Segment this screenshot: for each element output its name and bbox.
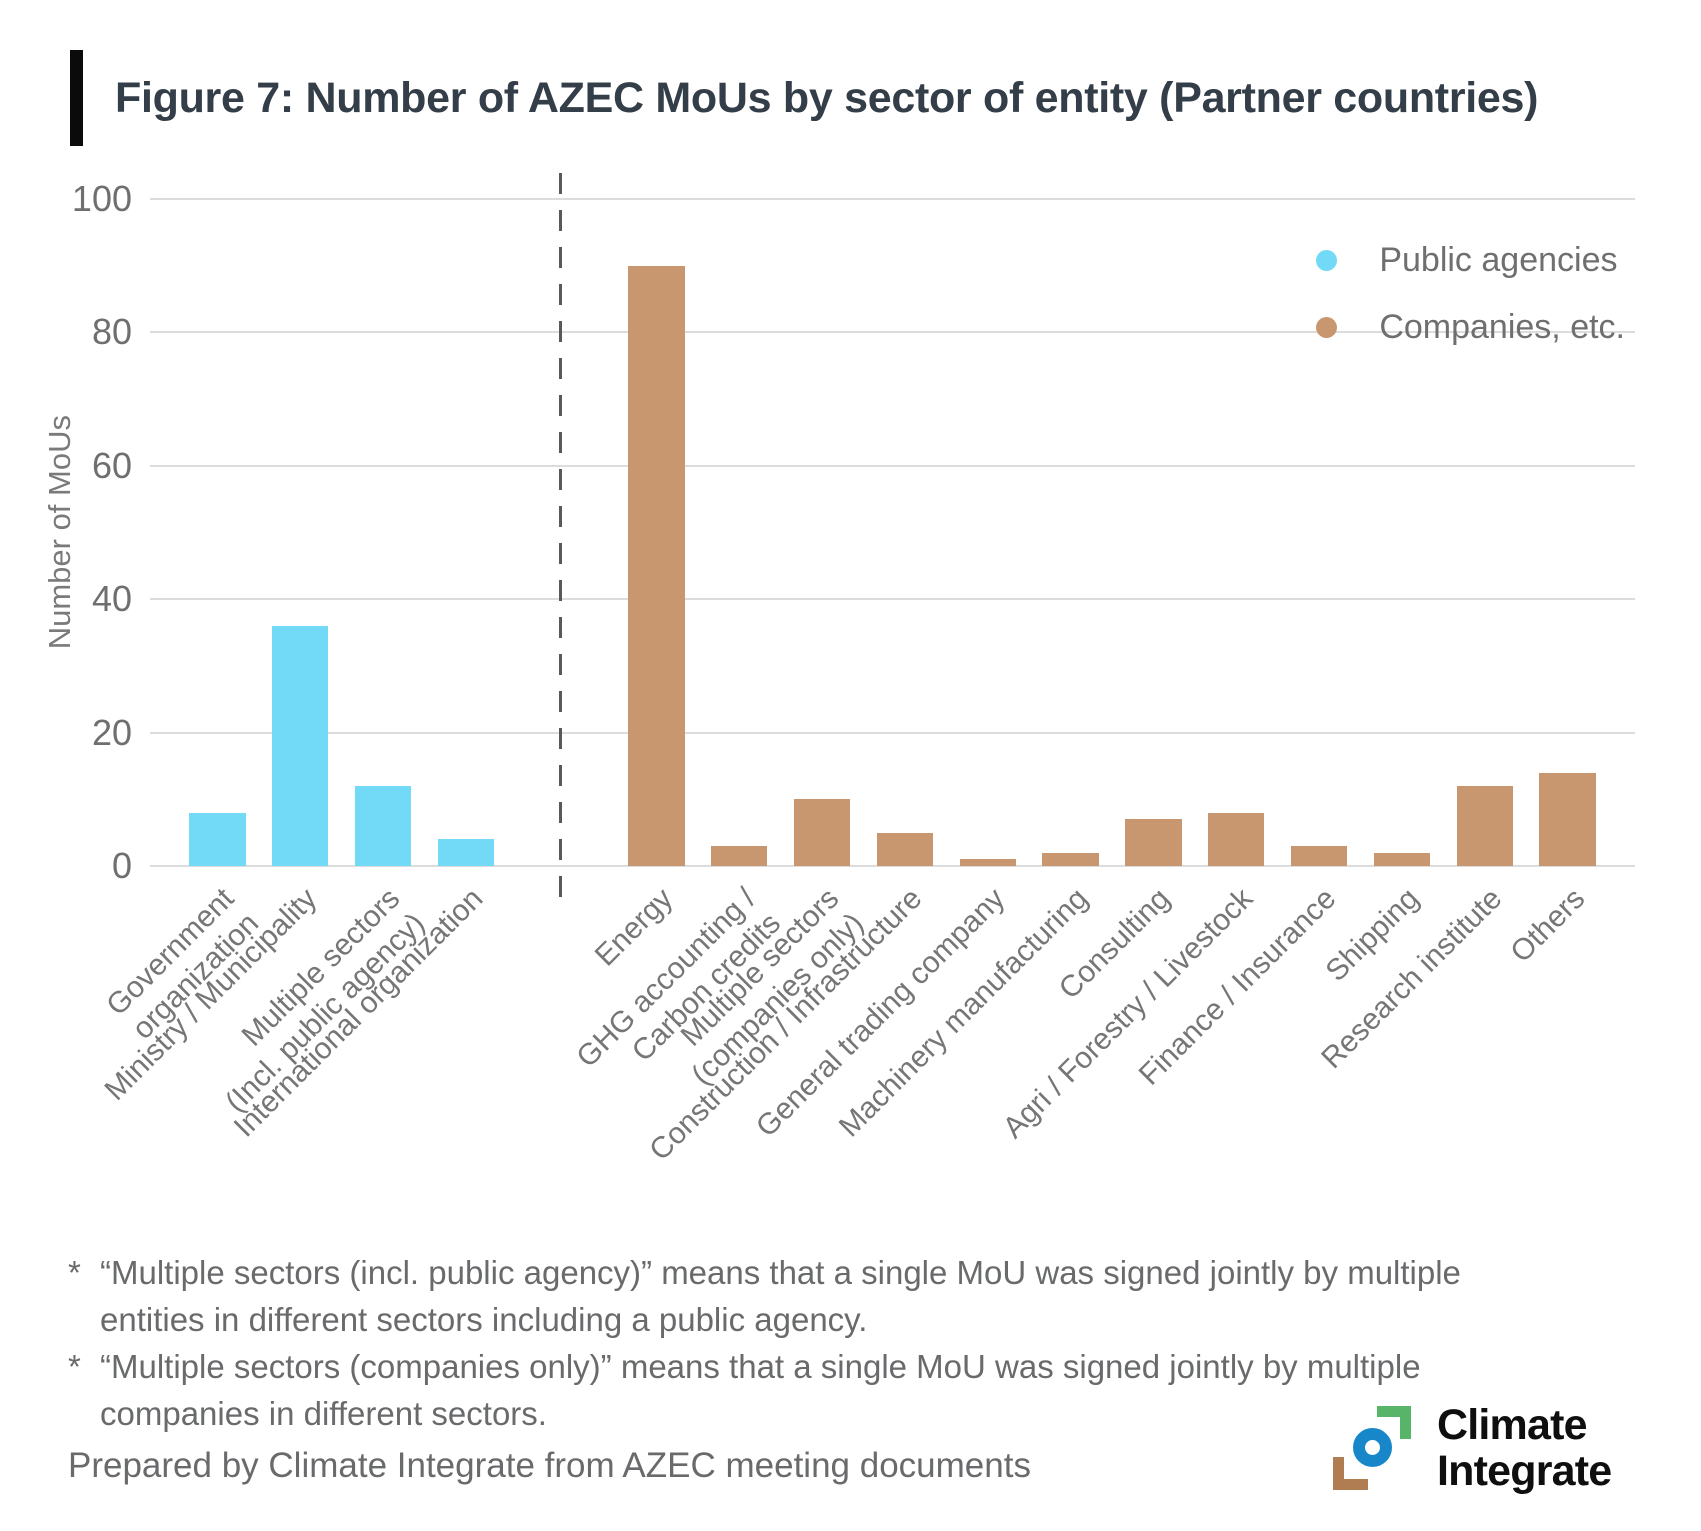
y-axis-label: Number of MoUs [42, 415, 77, 650]
bar-multiple-sectors-companies-only [793, 799, 851, 866]
legend-label-public-agencies: Public agencies [1379, 241, 1618, 279]
bar-column-general-trading-company: General trading company [750, 199, 1029, 1144]
bar-column-multiple-sectors-incl-public-agency: Multiple sectors (Incl. public agency) [219, 199, 431, 1118]
bar-research-institute [1456, 785, 1513, 866]
y-tick-label-40: 40 [91, 578, 132, 620]
group-separator-column [507, 173, 615, 908]
y-tick-label-20: 20 [91, 711, 132, 753]
footnote-marker: * [68, 1347, 81, 1385]
bar-column-international-organization: International organization [228, 199, 507, 1144]
bar-consulting [1125, 819, 1182, 866]
bar-column-research-institute: Research institute [1315, 199, 1526, 1075]
y-tick-label-60: 60 [91, 444, 132, 486]
bar-column-agri-forestry-livestock: Agri / Forestry / Livestock [997, 199, 1278, 1145]
figure-title-block: Figure 7: Number of AZEC MoUs by sector … [70, 50, 1538, 146]
bar-column-construction-infrastructure: Construction / Infrastructure [643, 199, 946, 1167]
y-tick-label-100: 100 [71, 178, 132, 219]
bar-international-organization [437, 839, 495, 866]
bar-chart-plot: 0 20 40 60 80 100 Government organization Mini… [72, 173, 1635, 1167]
y-tick-label-80: 80 [91, 311, 132, 353]
dashed-separator-line [559, 173, 563, 908]
bar-ghg-accounting-carbon-credits [711, 846, 768, 866]
legend-dot-companies [1316, 317, 1338, 338]
gridline-y-20: 20 [92, 712, 1635, 753]
bar-government-organization [189, 812, 246, 866]
footnote-text: “Multiple sectors (incl. public agency)”… [100, 1254, 1461, 1338]
gridline-y-100: 100 [72, 178, 1635, 219]
footnote-1: * “Multiple sectors (incl. public agency)… [68, 1250, 1638, 1344]
logo-brown-corner-icon [1333, 1457, 1368, 1490]
title-accent-bar [70, 50, 83, 146]
legend-dot-public-agencies [1316, 250, 1338, 271]
logo-text-line2: Integrate [1437, 1447, 1612, 1495]
footnote-text: “Multiple sectors (companies only)” mean… [100, 1347, 1421, 1432]
figure-title: Figure 7: Number of AZEC MoUs by sector … [115, 73, 1539, 122]
logo-green-corner-icon [1377, 1406, 1411, 1439]
bar-column-ghg-accounting-carbon-credits: GHG accounting / Carbon credits [571, 199, 787, 1074]
bar-general-trading-company [959, 859, 1016, 866]
bar-shipping [1373, 852, 1431, 866]
climate-integrate-logo-text: Climate Integrate [1437, 1401, 1612, 1495]
bar-column-finance-insurance: Finance / Insurance [1133, 199, 1361, 1092]
bar-column-others: Others [1504, 199, 1609, 969]
bar-ministry-municipality [272, 625, 329, 866]
footnote-2: * “Multiple sectors (companies only)” mea… [68, 1344, 1638, 1438]
logo-blue-ring-icon [1353, 1428, 1392, 1467]
source-note: Prepared by Climate Integrate from AZEC … [68, 1446, 1031, 1485]
gridline-y-0: 0 [112, 845, 1635, 886]
bar-column-consulting: Consulting [1053, 199, 1195, 1006]
y-tick-label-0: 0 [111, 845, 132, 886]
logo-text-line1: Climate [1437, 1401, 1588, 1449]
bar-construction-infrastructure [876, 832, 934, 866]
bar-column-multiple-sectors-companies-only: Multiple sectors (companies only) [675, 199, 870, 1091]
legend-row-companies: Companies, etc. [1316, 308, 1625, 347]
climate-integrate-logo-icon [1333, 1406, 1417, 1490]
bar-column-ministry-municipality: Ministry / Municipality [99, 199, 342, 1107]
bar-finance-insurance [1290, 846, 1348, 866]
y-axis-label-wrap: Number of MoUs [42, 199, 78, 866]
bar-others [1539, 772, 1596, 866]
bar-agri-forestry-livestock [1208, 812, 1265, 866]
legend-label-companies: Companies, etc. [1379, 308, 1625, 346]
gridline-y-80: 80 [92, 311, 1635, 352]
bars-layer: Government organization Ministry / Munici… [99, 173, 1635, 1167]
legend-row-public-agencies: Public agencies [1316, 241, 1625, 280]
x-label-finance-insurance: Finance / Insurance [1132, 882, 1343, 1092]
gridline-y-40: 40 [92, 578, 1635, 619]
footnote-marker: * [68, 1254, 81, 1291]
bar-column-machinery-manufacturing: Machinery manufacturing [832, 199, 1112, 1144]
bar-machinery-manufacturing [1042, 852, 1099, 866]
bar-energy [628, 265, 685, 866]
bar-column-shipping: Shipping [1319, 199, 1443, 988]
footnotes: * “Multiple sectors (incl. public agency)… [68, 1250, 1638, 1437]
bar-column-government-organization: Government organization [101, 199, 265, 1045]
chart-legend: Public agencies Companies, etc. [1316, 241, 1625, 347]
bar-multiple-sectors-incl-public-agency [354, 785, 412, 866]
bar-column-energy: Energy [589, 199, 698, 973]
gridline-y-60: 60 [92, 445, 1635, 486]
